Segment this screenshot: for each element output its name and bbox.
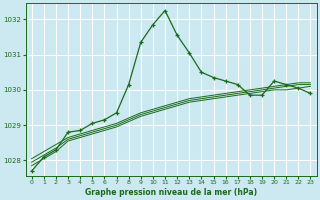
X-axis label: Graphe pression niveau de la mer (hPa): Graphe pression niveau de la mer (hPa) xyxy=(85,188,257,197)
